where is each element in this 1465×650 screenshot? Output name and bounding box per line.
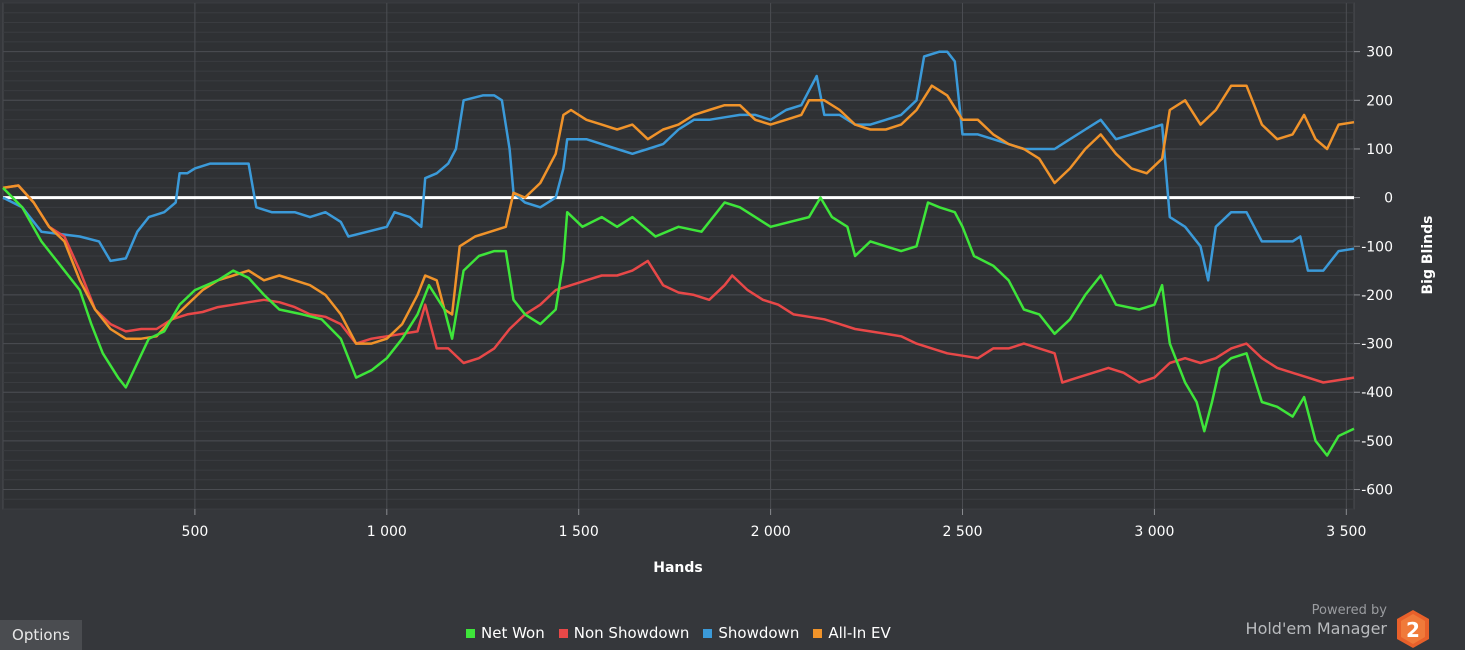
series-line-showdown <box>2 50 1355 282</box>
y-tick-label: -500 <box>1361 434 1393 450</box>
x-axis-title: Hands <box>653 560 703 576</box>
x-tick-label: 2 000 <box>751 524 791 540</box>
brand-name: Hold'em Manager <box>1245 619 1387 638</box>
y-tick-label: 100 <box>1366 142 1393 158</box>
legend-item-all-in-ev[interactable]: All-In EV <box>813 624 891 642</box>
chart-area: 500 1 000 1 500 2 000 2 500 3 000 3 500 300 200… <box>2 2 1436 576</box>
legend-label-non-showdown: Non Showdown <box>573 624 690 642</box>
brand: Powered by Hold'em Manager 2 <box>1245 603 1431 648</box>
legend-label-showdown: Showdown <box>718 624 800 642</box>
x-tick-label: 1 000 <box>367 524 407 540</box>
legend-swatch-all-in-ev <box>813 628 823 638</box>
y-tick-label: 200 <box>1366 93 1393 109</box>
y-tick-label: -100 <box>1361 239 1393 255</box>
legend-item-net-won[interactable]: Net Won <box>466 624 545 642</box>
legend-swatch-non-showdown <box>558 628 568 638</box>
legend-item-non-showdown[interactable]: Non Showdown <box>558 624 690 642</box>
x-tick-label: 500 <box>182 524 209 540</box>
series-lines <box>2 50 1355 457</box>
series-line-non-showdown <box>2 184 1355 384</box>
legend: Net Won Non Showdown Showdown All-In EV <box>466 622 891 644</box>
legend-item-showdown[interactable]: Showdown <box>703 624 799 642</box>
grid <box>3 2 1354 510</box>
y-tick-label: 0 <box>1384 191 1393 207</box>
y-tick-label: 300 <box>1366 45 1393 61</box>
legend-label-net-won: Net Won <box>481 624 545 642</box>
powered-by-text: Powered by <box>1311 603 1387 618</box>
x-tick-label: 3 500 <box>1326 524 1366 540</box>
y-tick-label: -300 <box>1361 337 1393 353</box>
options-button[interactable]: Options <box>0 620 82 650</box>
legend-swatch-net-won <box>466 628 475 638</box>
y-tick-label: -600 <box>1361 483 1393 499</box>
x-axis-ticks: 500 1 000 1 500 2 000 2 500 3 000 3 500 <box>182 509 1366 540</box>
x-tick-label: 3 000 <box>1134 524 1174 540</box>
legend-label-all-in-ev: All-In EV <box>828 624 891 642</box>
y-axis-ticks: 300 200 100 0 -100 -200 -300 -400 -500 -600 <box>1354 45 1393 499</box>
hem2-logo-icon: 2 <box>1397 610 1429 648</box>
logo-number: 2 <box>1406 618 1420 642</box>
y-tick-label: -400 <box>1361 385 1393 401</box>
series-line-net-won <box>2 187 1355 457</box>
legend-swatch-showdown <box>703 628 713 638</box>
y-tick-label: -200 <box>1361 288 1393 304</box>
x-tick-label: 1 500 <box>559 524 599 540</box>
y-axis-title: Big Blinds <box>1420 216 1436 295</box>
x-tick-label: 2 500 <box>942 524 982 540</box>
series-line-all-in-ev <box>2 84 1355 345</box>
